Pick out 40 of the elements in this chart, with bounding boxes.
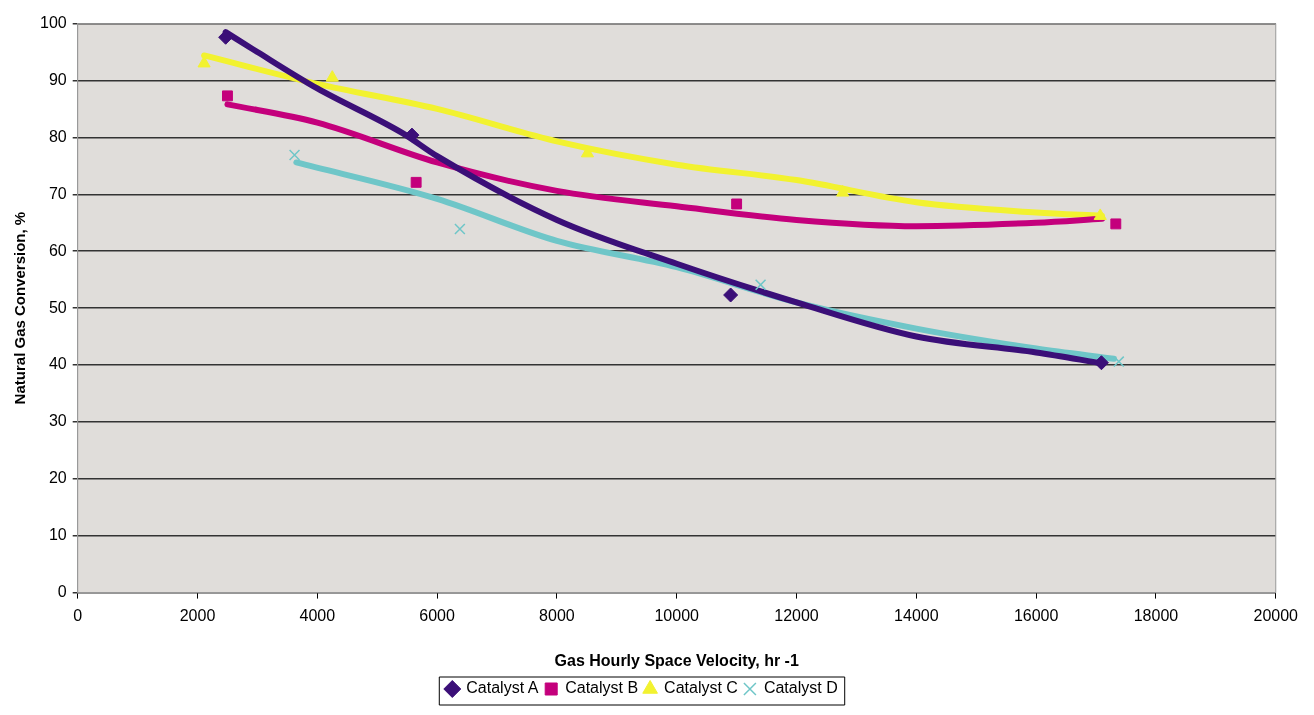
point (723, 287, 739, 303)
point (222, 90, 233, 102)
point (454, 223, 466, 235)
y-tick-label: 20 (48, 469, 67, 487)
x-tick-label: 4000 (299, 606, 336, 624)
x-tick-label: 0 (73, 606, 83, 624)
x-tick-label: 10000 (654, 606, 700, 624)
legend-label: Catalyst D (763, 679, 838, 697)
x-tick-label: 12000 (774, 606, 819, 624)
point (325, 70, 339, 82)
y-tick-label: 10 (48, 526, 67, 544)
y-tick-label: 80 (48, 127, 67, 145)
x-tick-label: 20000 (1253, 606, 1299, 624)
x-tick-label: 8000 (539, 606, 575, 624)
y-axis-title: Natural Gas Conversion, % (11, 211, 29, 405)
point (1113, 355, 1125, 368)
point (1093, 208, 1107, 220)
x-tick-label: 2000 (179, 606, 216, 624)
y-tick-label: 30 (48, 412, 67, 430)
x-tick-label: 18000 (1133, 606, 1179, 624)
y-tick-label: 90 (48, 70, 67, 88)
point (410, 176, 422, 188)
x-tick-label: 14000 (894, 606, 939, 624)
y-tick-label: 60 (48, 241, 67, 259)
y-tick-label: 0 (57, 583, 67, 601)
x-tick-label: 16000 (1013, 606, 1059, 624)
y-tick-label: 70 (48, 184, 67, 202)
y-tick-label: 50 (48, 298, 67, 316)
x-tick-label: 6000 (419, 606, 456, 624)
y-tick-label: 100 (39, 14, 67, 32)
legend-label: Catalyst A (466, 679, 539, 697)
y-tick-label: 40 (48, 355, 67, 373)
point (288, 149, 301, 161)
legend-label: Catalyst C (664, 679, 738, 697)
point (1110, 218, 1122, 230)
point (731, 198, 743, 210)
x-axis-title: Gas Hourly Space Velocity, hr -1 (554, 651, 799, 669)
point (754, 279, 767, 291)
legend-label: Catalyst B (565, 679, 639, 697)
point (836, 185, 850, 197)
